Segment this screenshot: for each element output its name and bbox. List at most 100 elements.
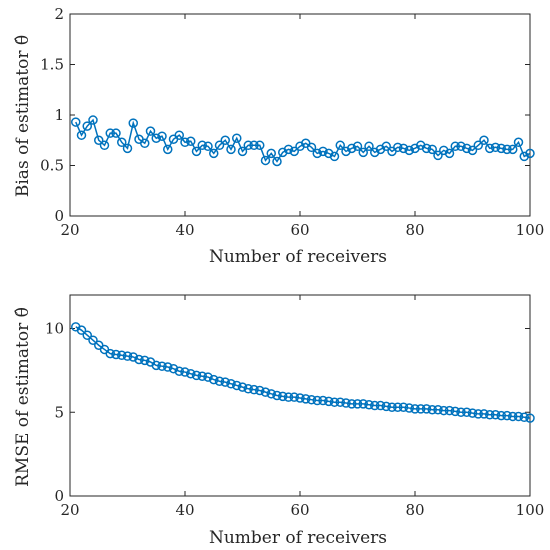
bias-data-point [381,141,391,152]
rmse-data-point [82,330,92,340]
rmse-data-point [295,393,305,403]
rmse-data-point [496,410,506,421]
rmse-data-point [525,413,535,423]
rmse-data-point [186,368,196,379]
rmse-data-point [122,351,133,361]
bias-data-point [88,115,98,125]
bias-x-tick-label: 40 [175,221,194,239]
rmse-data-point [174,366,184,376]
rmse-data-point [168,363,179,374]
rmse-data-point [421,404,432,414]
rmse-data-point [260,387,271,397]
rmse-data-point [490,410,501,420]
rmse-x-tick-label: 80 [405,501,424,519]
rmse-data-point [76,325,87,335]
bias-data-point [289,146,299,157]
rmse-plot-area: 20 40 60 80 100 0 5 10 [45,294,545,519]
rmse-data-point [209,374,219,385]
bias-data-point [479,135,489,145]
rmse-y-tick-label: 10 [45,320,64,338]
rmse-x-tick-label: 40 [175,501,194,519]
bias-x-tick-label: 60 [290,221,309,239]
rmse-data-point [197,371,207,381]
rmse-data-point [364,399,374,410]
bias-data-point [197,140,207,151]
bias-data-point [186,136,196,147]
bias-data-point [525,148,535,159]
bias-data-point [209,148,219,159]
bias-data-point [283,144,294,155]
bias-data-point [76,130,87,140]
bias-data-point [128,118,138,128]
bias-y-tick-label: 1 [54,106,64,124]
rmse-data-point [249,384,259,395]
bias-data-point [151,133,161,143]
rmse-data-point [456,407,466,417]
bias-data-point [99,140,110,151]
rmse-data-point [203,372,213,382]
rmse-data-point [335,397,345,407]
rmse-data-point [508,411,518,422]
rmse-data-point [105,348,115,359]
bias-data-point [485,143,495,154]
bias-x-axis-label: Number of receivers [209,247,387,267]
rmse-data-point [301,394,311,404]
rmse-data-point [237,382,248,392]
bias-data-point [122,143,133,154]
rmse-data-point [347,399,357,409]
bias-x-tick-label: 20 [60,221,79,239]
bias-data-point [157,131,167,141]
bias-data-point [140,138,150,149]
bias-data-point [427,144,437,155]
bias-data-point [393,142,403,153]
rmse-data-point [404,403,414,413]
rmse-data-point [433,404,443,415]
bias-y-tick-label: 1.5 [40,56,64,74]
bias-data-point [111,128,121,138]
rmse-data-point [128,352,138,362]
bias-data-point [191,146,202,157]
bias-data-point [398,143,409,154]
bias-data-point [260,155,271,166]
rmse-data-point [157,361,167,371]
rmse-data-point [163,362,173,372]
rmse-data-point [410,404,420,414]
bias-data-point [272,156,282,167]
rmse-data-point [306,394,317,405]
rmse-data-point [398,402,409,412]
rmse-data-point [479,409,489,419]
rmse-data-point [462,407,472,417]
rmse-data-point [232,380,242,391]
rmse-data-point [289,392,299,402]
bias-data-point [266,148,276,159]
bias-data-point [180,137,190,148]
rmse-x-tick-label: 100 [516,501,545,519]
bias-data-point [467,145,478,156]
rmse-data-point [318,395,328,406]
bias-data-point [255,140,265,151]
bias-data-point [232,133,242,143]
rmse-data-point [134,354,144,365]
bias-data-point [94,135,104,145]
bias-data-point [163,144,173,155]
bias-data-point [473,140,483,151]
bias-data-point [318,146,328,157]
bias-y-tick-label: 0 [54,207,64,225]
rmse-data-point [278,391,288,402]
rmse-y-tick-label: 0 [54,487,64,505]
rmse-data-point [312,395,322,406]
bias-x-tick-label: 80 [405,221,424,239]
bias-data-point [105,128,115,138]
rmse-data-point [88,335,98,345]
rmse-data-point [341,398,351,408]
bias-data-point [117,137,127,148]
rmse-data-point [266,389,276,399]
bias-data-point [352,141,363,152]
rmse-data-point [450,406,460,417]
bias-data-point [243,140,253,151]
bias-data-point [404,145,414,156]
rmse-x-axis-label: Number of receivers [209,528,387,548]
bias-data-point [312,148,322,159]
bias-chart: Bias of estimator θ̂ Number of receivers… [13,5,544,267]
rmse-data-point [416,404,426,414]
